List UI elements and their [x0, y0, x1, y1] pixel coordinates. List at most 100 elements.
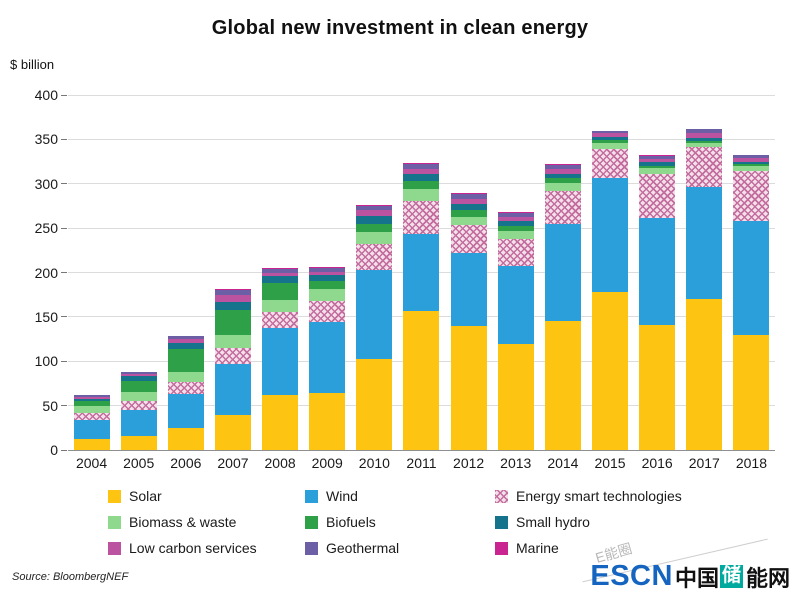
bar-segment: [309, 268, 346, 272]
bar-segment: [403, 189, 440, 201]
x-axis-tick-label: 2017: [688, 455, 720, 471]
bar-segment: [73, 398, 110, 402]
legend-label: Geothermal: [326, 540, 400, 556]
bar-segment: [214, 347, 251, 364]
bar-segment: [544, 165, 581, 169]
bar-group-2005: [115, 95, 162, 450]
legend-label: Solar: [129, 488, 162, 504]
bar-segment: [686, 132, 723, 139]
stacked-bar: [733, 154, 770, 450]
legend-item: Wind: [305, 488, 495, 504]
bar-segment: [592, 130, 629, 134]
bar-group-2015: [586, 95, 633, 450]
bar-segment: [403, 164, 440, 169]
bar-group-2016: [634, 95, 681, 450]
bar-segment: [262, 312, 299, 329]
legend-item: Biomass & waste: [108, 514, 305, 530]
bar-segment: [733, 164, 770, 167]
bar-segment: [544, 174, 581, 179]
y-axis-tick: [61, 405, 67, 407]
bar-group-2012: [445, 95, 492, 450]
bar-segment: [214, 334, 251, 348]
y-axis-tick-label: 250: [34, 220, 58, 237]
bar-segment: [544, 321, 581, 450]
bar-segment: [167, 427, 204, 450]
bar-segment: [309, 300, 346, 323]
bar-segment: [356, 215, 393, 224]
bar-segment: [497, 226, 534, 231]
bar-group-2018: [728, 95, 775, 450]
bar-segment: [262, 268, 299, 273]
bar-group-2017: [681, 95, 728, 450]
y-axis-tick-label: 150: [34, 308, 58, 325]
x-axis-tick-label: 2005: [123, 455, 155, 471]
bar-segment: [73, 412, 110, 420]
bar-segment: [120, 380, 157, 393]
bar-segment: [73, 395, 110, 397]
bar-segment: [167, 335, 204, 337]
bar-segment: [733, 334, 770, 450]
y-axis-tick: [61, 138, 67, 140]
y-axis-tick-label: 200: [34, 264, 58, 281]
stacked-bar: [356, 205, 393, 450]
bar-segment: [262, 394, 299, 450]
bar-segment: [73, 405, 110, 413]
bar-segment: [639, 158, 676, 163]
bar-segment: [356, 358, 393, 450]
x-axis-tick-label: 2010: [358, 455, 390, 471]
y-axis-tick: [61, 360, 67, 362]
bar-segment: [686, 138, 723, 142]
gridline: [68, 94, 775, 96]
bar-segment: [309, 267, 346, 269]
bar-group-2010: [351, 95, 398, 450]
legend-swatch-icon: [305, 541, 318, 555]
stacked-bar: [214, 288, 251, 450]
bar-segment: [497, 221, 534, 227]
bar-segment: [544, 164, 581, 166]
bar-segment: [639, 155, 676, 159]
bar-segment: [592, 136, 629, 141]
bar-group-2004: [68, 95, 115, 450]
bar-segment: [356, 244, 393, 270]
bar-segment: [167, 371, 204, 382]
x-axis-tick-label: 2018: [735, 455, 767, 471]
bar-segment: [356, 269, 393, 359]
legend-label: Small hydro: [516, 514, 590, 530]
stacked-bar: [403, 162, 440, 450]
legend-swatch-icon: [108, 489, 121, 503]
legend-label: Biofuels: [326, 514, 376, 530]
bar-segment: [497, 212, 534, 214]
bar-segment: [497, 343, 534, 450]
bar-segment: [214, 289, 251, 295]
bar-segment: [120, 401, 157, 411]
bar-segment: [403, 310, 440, 450]
bar-segment: [309, 289, 346, 301]
bar-segment: [403, 168, 440, 175]
legend-swatch-icon: [495, 515, 508, 529]
source-note: Source: BloombergNEF: [12, 571, 129, 583]
escn-logo-cn-suffix: 能网: [745, 565, 790, 591]
legend-swatch-icon: [495, 541, 508, 555]
y-axis-tick-label: 0: [50, 442, 58, 458]
y-axis-tick-label: 100: [34, 353, 58, 370]
legend-label: Wind: [326, 488, 358, 504]
bar-segment: [544, 182, 581, 191]
y-axis-tick-label: 300: [34, 175, 58, 192]
x-axis-tick-label: 2004: [75, 455, 108, 471]
escn-logo-cn-prefix: 中国: [674, 565, 719, 591]
chart-title: Global new investment in clean energy: [211, 17, 589, 39]
y-axis-tick-label: 350: [34, 131, 58, 148]
legend-swatch-icon: [495, 489, 508, 503]
bar-segment: [639, 324, 676, 450]
bar-segment: [73, 439, 110, 450]
bar-segment: [214, 288, 251, 290]
stacked-bar: [686, 128, 723, 450]
bar-segment: [309, 322, 346, 394]
bar-segment: [450, 252, 487, 326]
bar-segment: [120, 372, 157, 375]
legend-item: Marine: [495, 540, 775, 556]
bar-segment: [214, 294, 251, 302]
y-axis-tick: [61, 183, 67, 185]
bar-segment: [262, 328, 299, 395]
bar-segment: [686, 147, 723, 188]
